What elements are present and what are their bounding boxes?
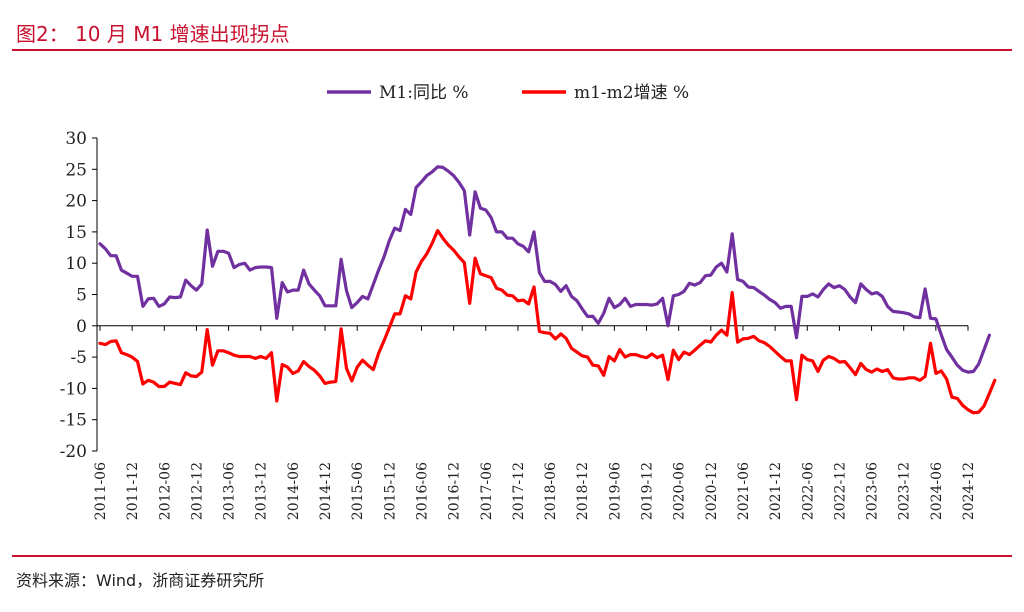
x-tick-label: 2016-12 [447,462,463,520]
legend-label-m1: M1:同比 % [379,83,469,103]
source-note: 资料来源：Wind，浙商证券研究所 [16,571,265,590]
x-tick-label: 2012-06 [157,462,173,520]
x-tick-label: 2011-12 [125,462,141,520]
y-tick-label: 20 [65,192,87,212]
x-tick-label: 2015-12 [382,462,398,520]
footer-divider [12,555,1012,557]
x-tick-label: 2019-12 [640,462,656,520]
x-tick-label: 2011-06 [93,462,109,520]
x-tick-label: 2013-12 [254,462,270,520]
series-line-spread [98,229,997,415]
y-tick-label: 10 [65,254,87,274]
x-tick-label: 2015-06 [350,462,366,520]
x-tick-label: 2013-06 [222,462,238,520]
y-tick-label: -10 [60,379,87,399]
x-tick-label: 2021-06 [736,462,752,520]
x-tick-label: 2019-06 [607,462,623,520]
x-tick-label: 2018-06 [543,462,559,520]
legend-label-spread: m1-m2增速 % [574,83,689,103]
chart-series [98,165,997,415]
x-tick-label: 2017-12 [511,462,527,520]
x-tick-label: 2024-12 [961,462,977,520]
chart-axes: 30 25 20 15 10 5 0 -5 -10 -15 -20 2011-06 2011-12 201… [60,129,977,520]
x-tick-label: 2023-12 [897,462,913,520]
header-divider [12,49,1012,51]
y-tick-label: 25 [65,160,87,180]
x-tick-label: 2023-06 [865,462,881,520]
page-title: 图2： 10 月 M1 增速出现拐点 [16,22,290,46]
x-tick-label: 2020-12 [704,462,720,520]
x-tick-label: 2020-06 [672,462,688,520]
y-tick-label: 0 [76,317,87,337]
y-tick-label: 30 [65,129,87,149]
x-tick-label: 2018-12 [575,462,591,520]
y-tick-label: 5 [76,286,87,306]
y-tick-label: -5 [70,348,87,368]
x-tick-label: 2022-12 [832,462,848,520]
y-tick-label: 15 [65,223,87,243]
x-tick-label: 2021-12 [768,462,784,520]
chart-legend: M1:同比 % m1-m2增速 % [327,83,689,103]
x-tick-label: 2022-06 [800,462,816,520]
x-tick-label: 2017-06 [479,462,495,520]
x-tick-label: 2014-12 [318,462,334,520]
x-tick-label: 2024-06 [929,462,945,520]
x-tick-label: 2016-06 [414,462,430,520]
y-tick-label: -20 [60,442,87,462]
x-tick-label: 2012-12 [189,462,205,520]
x-tick-label: 2014-06 [286,462,302,520]
y-tick-label: -15 [60,411,87,431]
series-line-m1 [98,165,992,374]
